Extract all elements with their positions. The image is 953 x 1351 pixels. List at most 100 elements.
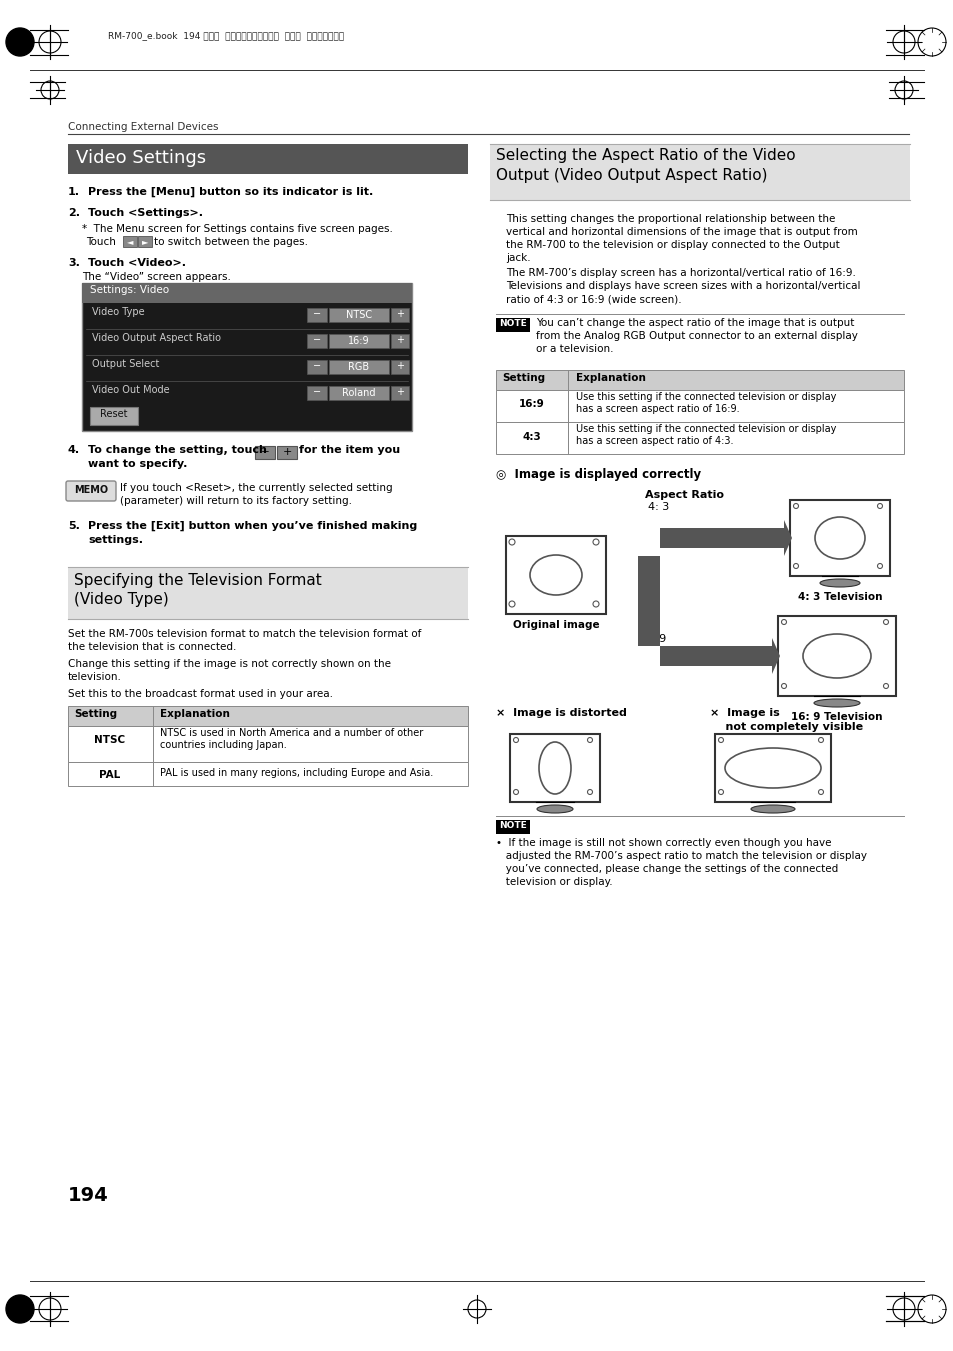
Circle shape <box>6 1296 34 1323</box>
Text: ×  Image is: × Image is <box>709 708 779 717</box>
Text: Set the RM-700s television format to match the television format of: Set the RM-700s television format to mat… <box>68 630 421 639</box>
Text: 2.: 2. <box>68 208 80 218</box>
Bar <box>391 308 409 322</box>
Text: RM-700_e.book  194 ページ  ２００９年３月１８日  水曜日  午前１１時５分: RM-700_e.book 194 ページ ２００９年３月１８日 水曜日 午前１… <box>108 31 344 41</box>
Circle shape <box>513 789 518 794</box>
Bar <box>68 145 468 174</box>
Text: (parameter) will return to its factory setting.: (parameter) will return to its factory s… <box>120 496 352 507</box>
Circle shape <box>882 684 887 689</box>
Circle shape <box>513 738 518 743</box>
Text: adjusted the RM-700’s aspect ratio to match the television or display: adjusted the RM-700’s aspect ratio to ma… <box>496 851 866 861</box>
Text: ×  Image is distorted: × Image is distorted <box>496 708 626 717</box>
Bar <box>82 282 412 303</box>
Text: +: + <box>282 447 292 457</box>
Text: has a screen aspect ratio of 16:9.: has a screen aspect ratio of 16:9. <box>576 404 739 413</box>
Text: Specifying the Television Format: Specifying the Television Format <box>74 573 321 588</box>
Text: ►: ► <box>142 236 148 246</box>
Text: Set this to the broadcast format used in your area.: Set this to the broadcast format used in… <box>68 689 333 698</box>
Bar <box>496 317 530 332</box>
Text: NOTE: NOTE <box>498 821 526 830</box>
Text: Output (Video Output Aspect Ratio): Output (Video Output Aspect Ratio) <box>496 168 767 182</box>
Bar <box>307 334 327 349</box>
Text: ◄: ◄ <box>127 236 133 246</box>
Bar <box>329 386 389 400</box>
Text: −: − <box>313 361 321 372</box>
Text: −: − <box>313 309 321 319</box>
Text: RGB: RGB <box>348 362 369 372</box>
Bar <box>505 536 605 613</box>
Circle shape <box>793 504 798 508</box>
Polygon shape <box>659 520 791 557</box>
Bar <box>68 707 468 725</box>
Bar <box>138 236 152 247</box>
Bar <box>90 407 138 426</box>
Circle shape <box>793 563 798 569</box>
Bar <box>391 334 409 349</box>
Text: −: − <box>313 386 321 397</box>
Text: 194: 194 <box>68 1186 109 1205</box>
Text: MEMO: MEMO <box>74 485 108 494</box>
Text: 5.: 5. <box>68 521 80 531</box>
Bar <box>307 386 327 400</box>
Text: If you touch <Reset>, the currently selected setting: If you touch <Reset>, the currently sele… <box>120 484 393 493</box>
Polygon shape <box>638 557 659 646</box>
Text: Output Select: Output Select <box>91 359 159 369</box>
Text: want to specify.: want to specify. <box>88 459 187 469</box>
Text: jack.: jack. <box>505 253 530 263</box>
Text: 4.: 4. <box>68 444 80 455</box>
Text: (Video Type): (Video Type) <box>74 592 169 607</box>
Text: to switch between the pages.: to switch between the pages. <box>153 236 308 247</box>
Text: Original image: Original image <box>512 620 598 630</box>
Circle shape <box>509 601 515 607</box>
Text: the television that is connected.: the television that is connected. <box>68 642 236 653</box>
Text: Reset: Reset <box>100 409 128 419</box>
Text: or a television.: or a television. <box>536 345 613 354</box>
Text: Change this setting if the image is not correctly shown on the: Change this setting if the image is not … <box>68 659 391 669</box>
Text: vertical and horizontal dimensions of the image that is output from: vertical and horizontal dimensions of th… <box>505 227 857 236</box>
Bar <box>496 370 903 390</box>
Text: 1.: 1. <box>68 186 80 197</box>
Text: the RM-700 to the television or display connected to the Output: the RM-700 to the television or display … <box>505 240 839 250</box>
Text: Touch <Settings>.: Touch <Settings>. <box>88 208 203 218</box>
FancyBboxPatch shape <box>66 481 116 501</box>
Text: 16:9: 16:9 <box>348 336 370 346</box>
Text: NTSC: NTSC <box>346 309 372 320</box>
Bar <box>391 386 409 400</box>
Ellipse shape <box>750 805 794 813</box>
Text: •  If the image is still not shown correctly even though you have: • If the image is still not shown correc… <box>496 838 831 848</box>
Bar <box>490 145 909 200</box>
Text: *  The Menu screen for Settings contains five screen pages.: * The Menu screen for Settings contains … <box>82 224 393 234</box>
Text: Settings: Video: Settings: Video <box>90 285 169 295</box>
Text: not completely visible: not completely visible <box>709 721 862 732</box>
Text: To change the setting, touch: To change the setting, touch <box>88 444 267 455</box>
Bar <box>789 500 889 576</box>
Bar <box>254 446 274 459</box>
Text: Use this setting if the connected television or display: Use this setting if the connected televi… <box>576 392 836 403</box>
Circle shape <box>593 601 598 607</box>
Text: −: − <box>313 335 321 345</box>
Text: Aspect Ratio: Aspect Ratio <box>644 490 723 500</box>
Text: PAL is used in many regions, including Europe and Asia.: PAL is used in many regions, including E… <box>160 767 433 778</box>
Text: ratio of 4:3 or 16:9 (wide screen).: ratio of 4:3 or 16:9 (wide screen). <box>505 295 680 304</box>
Ellipse shape <box>820 580 859 586</box>
Circle shape <box>587 738 592 743</box>
Text: 3.: 3. <box>68 258 80 267</box>
Text: You can’t change the aspect ratio of the image that is output: You can’t change the aspect ratio of the… <box>536 317 854 328</box>
Text: Use this setting if the connected television or display: Use this setting if the connected televi… <box>576 424 836 434</box>
Circle shape <box>587 789 592 794</box>
Text: +: + <box>395 309 403 319</box>
Text: NTSC: NTSC <box>94 735 126 744</box>
Text: NTSC is used in North America and a number of other: NTSC is used in North America and a numb… <box>160 728 423 738</box>
Bar <box>329 334 389 349</box>
Bar <box>510 734 599 802</box>
Bar <box>496 820 530 834</box>
Circle shape <box>781 620 785 624</box>
Text: has a screen aspect ratio of 4:3.: has a screen aspect ratio of 4:3. <box>576 436 733 446</box>
Text: Video Output Aspect Ratio: Video Output Aspect Ratio <box>91 332 221 343</box>
Ellipse shape <box>537 805 573 813</box>
Circle shape <box>818 738 822 743</box>
Circle shape <box>509 539 515 544</box>
Ellipse shape <box>802 634 870 678</box>
Text: The RM-700’s display screen has a horizontal/vertical ratio of 16:9.: The RM-700’s display screen has a horizo… <box>505 267 855 278</box>
Bar <box>307 308 327 322</box>
